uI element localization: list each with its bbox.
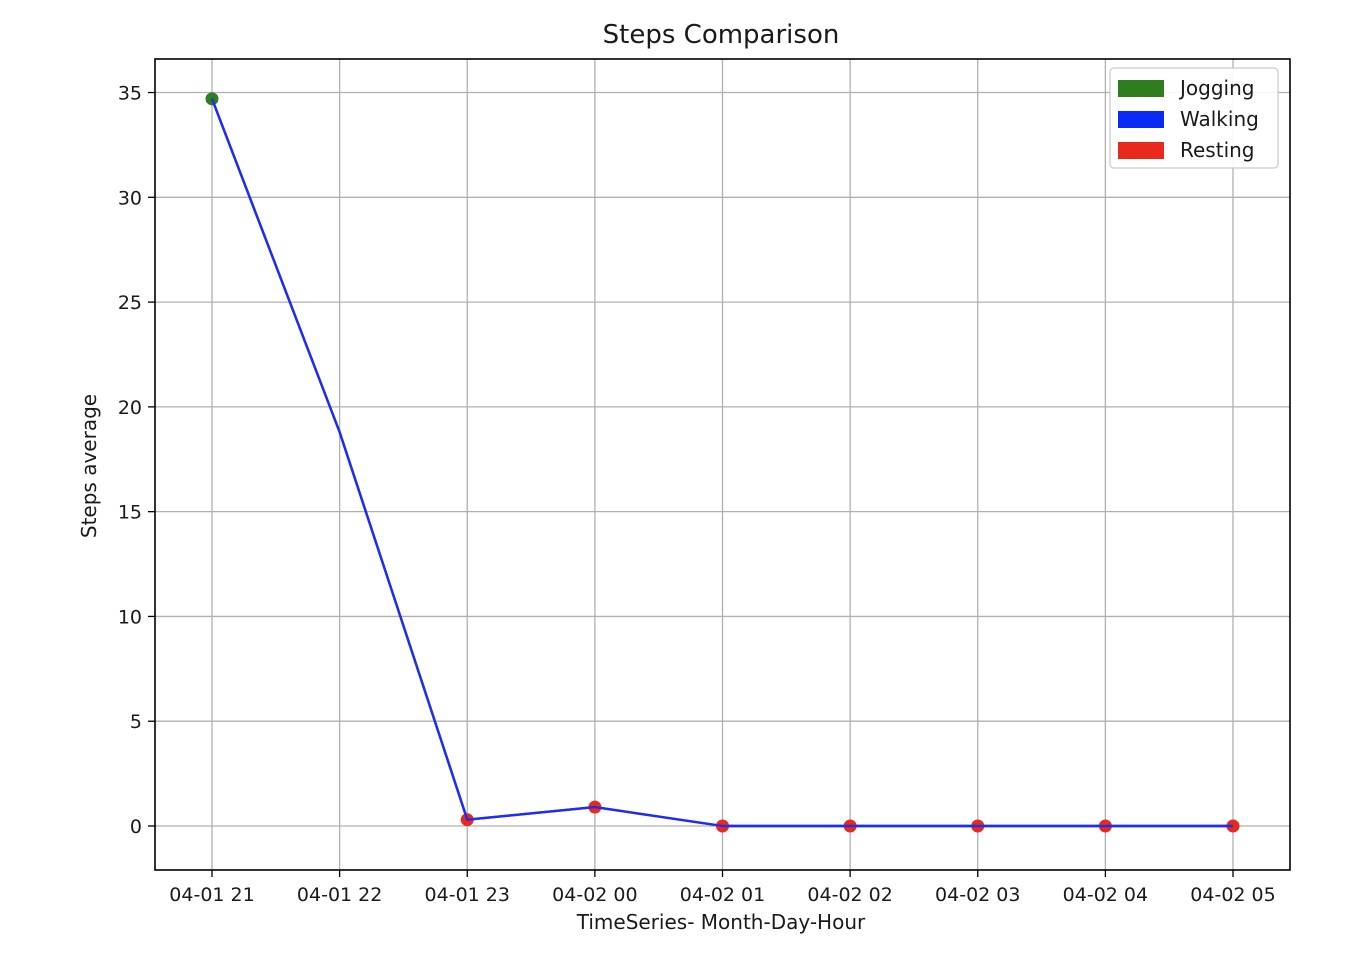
x-tick-label: 04-02 02 <box>807 884 892 906</box>
point-layer <box>205 92 1240 833</box>
grid-layer <box>155 59 1290 870</box>
y-axis-label: Steps average <box>77 394 101 538</box>
x-tick-label: 04-02 01 <box>680 884 765 906</box>
x-tick-label: 04-02 03 <box>935 884 1020 906</box>
y-tick-label: 15 <box>118 502 142 524</box>
x-axis-label: TimeSeries- Month-Day-Hour <box>576 910 866 934</box>
x-tick-label: 04-01 21 <box>169 884 254 906</box>
legend-label-resting: Resting <box>1180 138 1255 162</box>
x-tick-label: 04-02 00 <box>552 884 637 906</box>
x-tick-label: 04-02 05 <box>1190 884 1275 906</box>
y-tick-label: 0 <box>130 816 142 838</box>
y-tick-label: 35 <box>118 83 142 105</box>
y-tick-label: 20 <box>118 397 142 419</box>
y-tick-label: 30 <box>118 187 142 209</box>
x-tick-label: 04-02 04 <box>1063 884 1148 906</box>
x-tick-label: 04-01 23 <box>425 884 510 906</box>
legend: Jogging Walking Resting <box>1109 67 1279 169</box>
steps-line-overlay <box>210 98 1233 828</box>
y-tick-label: 25 <box>118 292 142 314</box>
legend-swatch-walking <box>1118 111 1164 128</box>
y-tick-layer: 0 5 10 15 20 25 30 35 <box>118 83 155 838</box>
legend-swatch-resting <box>1118 142 1164 159</box>
chart-title: Steps Comparison <box>603 20 840 50</box>
y-tick-label: 5 <box>130 711 142 733</box>
legend-swatch-jogging <box>1118 80 1164 97</box>
legend-label-walking: Walking <box>1180 107 1259 131</box>
x-tick-label: 04-01 22 <box>297 884 382 906</box>
y-tick-label: 10 <box>118 606 142 628</box>
legend-label-jogging: Jogging <box>1178 76 1254 100</box>
x-tick-layer: 04-01 21 04-01 22 04-01 23 04-02 00 04-02 01… <box>169 870 1276 906</box>
